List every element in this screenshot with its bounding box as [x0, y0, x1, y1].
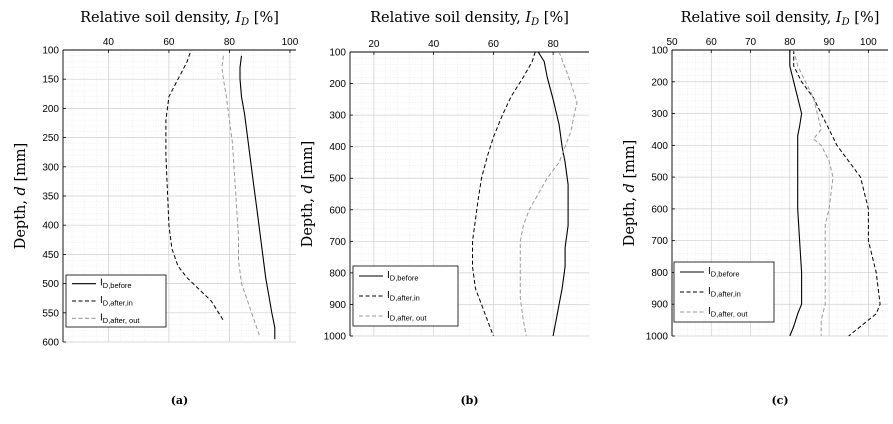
y-tick-label: 700 [329, 237, 346, 248]
series-line-2 [472, 51, 536, 337]
y-tick-label: 300 [42, 162, 59, 173]
series-line-3 [221, 55, 261, 337]
y-tick-label: 400 [42, 221, 59, 232]
chart-title: Relative soil density, ID [%] [681, 10, 880, 28]
x-tick-label: 60 [488, 39, 500, 50]
legend: ID,before ID,after,in ID,after, out [673, 261, 775, 323]
y-tick-label: 900 [651, 300, 668, 311]
y-tick-label: 550 [42, 308, 59, 319]
y-axis-label: Depth, d [mm] [13, 143, 29, 250]
y-tick-label: 100 [42, 46, 59, 57]
y-tick-label: 1000 [324, 332, 347, 343]
chart-panel-1: 40 60 80 100 100 150 200 250 300 350 400 450 500 550 6… [13, 10, 299, 407]
legend-entry-2: ID,after,in [100, 295, 133, 308]
y-axis-label: Depth, d [mm] [300, 141, 316, 248]
x-tick-label: 80 [784, 37, 796, 48]
y-tick-label: 900 [329, 300, 346, 311]
y-tick-label: 500 [42, 279, 59, 290]
y-tick-label: 300 [329, 111, 346, 122]
x-tick-label: 20 [368, 39, 380, 50]
x-tick-label: 100 [282, 37, 299, 48]
x-tick-label: 100 [860, 37, 877, 48]
y-tick-label: 500 [651, 173, 668, 184]
legend-entry-1: ID,before [387, 270, 419, 283]
chart-title: Relative soil density, ID [%] [80, 10, 279, 28]
legend-entry-2: ID,after,in [708, 286, 741, 299]
legend-entry-2: ID,after,in [387, 290, 420, 303]
x-tick-label: 70 [745, 37, 757, 48]
panel-caption: (c) [771, 394, 788, 407]
y-tick-label: 400 [329, 142, 346, 153]
legend: ID,before ID,after,in ID,after, out [352, 265, 459, 327]
y-tick-label: 250 [42, 133, 59, 144]
series-line-3 [793, 49, 834, 336]
y-tick-label: 200 [651, 77, 668, 88]
y-tick-label: 400 [651, 141, 668, 152]
y-tick-label: 100 [651, 46, 668, 57]
chart-panel-3: 50 60 70 80 90 100 100 200 300 400 500 600 700 800 900… [622, 10, 888, 407]
y-tick-label: 150 [42, 75, 59, 86]
x-tick-label: 50 [666, 37, 678, 48]
legend-entry-3: ID,after, out [100, 312, 140, 325]
legend-entry-3: ID,after, out [387, 310, 427, 323]
series-line-3 [519, 51, 578, 337]
y-tick-label: 200 [42, 104, 59, 115]
legend-entry-3: ID,after, out [708, 306, 748, 319]
series-line-1 [537, 51, 569, 337]
y-tick-label: 200 [329, 79, 346, 90]
y-tick-label: 600 [329, 205, 346, 216]
series-line-1 [789, 50, 803, 337]
x-tick-label: 80 [548, 39, 560, 50]
y-tick-label: 300 [651, 109, 668, 120]
panel-caption: (a) [171, 394, 189, 407]
y-axis-label: Depth, d [mm] [622, 140, 638, 247]
y-tick-label: 450 [42, 250, 59, 261]
y-tick-label: 700 [651, 236, 668, 247]
series-line-2 [165, 52, 224, 321]
x-tick-label: 80 [224, 37, 236, 48]
x-tick-label: 90 [824, 37, 836, 48]
x-tick-label: 40 [428, 39, 440, 50]
y-tick-label: 1000 [646, 332, 669, 343]
legend-entry-1: ID,before [708, 266, 740, 279]
legend: ID,before ID,after,in ID,after, out [65, 274, 167, 328]
y-tick-label: 500 [329, 174, 346, 185]
y-tick-label: 800 [329, 268, 346, 279]
y-tick-label: 800 [651, 268, 668, 279]
x-tick-label: 40 [103, 37, 115, 48]
legend-entry-1: ID,before [100, 278, 132, 291]
y-tick-label: 100 [329, 48, 346, 59]
chart-panel-2: 20 40 60 80 100 200 300 400 500 600 700 800 900 1000 R… [300, 10, 590, 407]
chart-title: Relative soil density, ID [%] [370, 10, 569, 28]
x-tick-label: 60 [163, 37, 175, 48]
y-tick-label: 350 [42, 192, 59, 203]
series-line-1 [239, 55, 276, 340]
panel-caption: (b) [460, 394, 478, 407]
y-tick-label: 600 [651, 204, 668, 215]
x-tick-label: 60 [706, 37, 718, 48]
y-tick-label: 600 [42, 338, 59, 349]
